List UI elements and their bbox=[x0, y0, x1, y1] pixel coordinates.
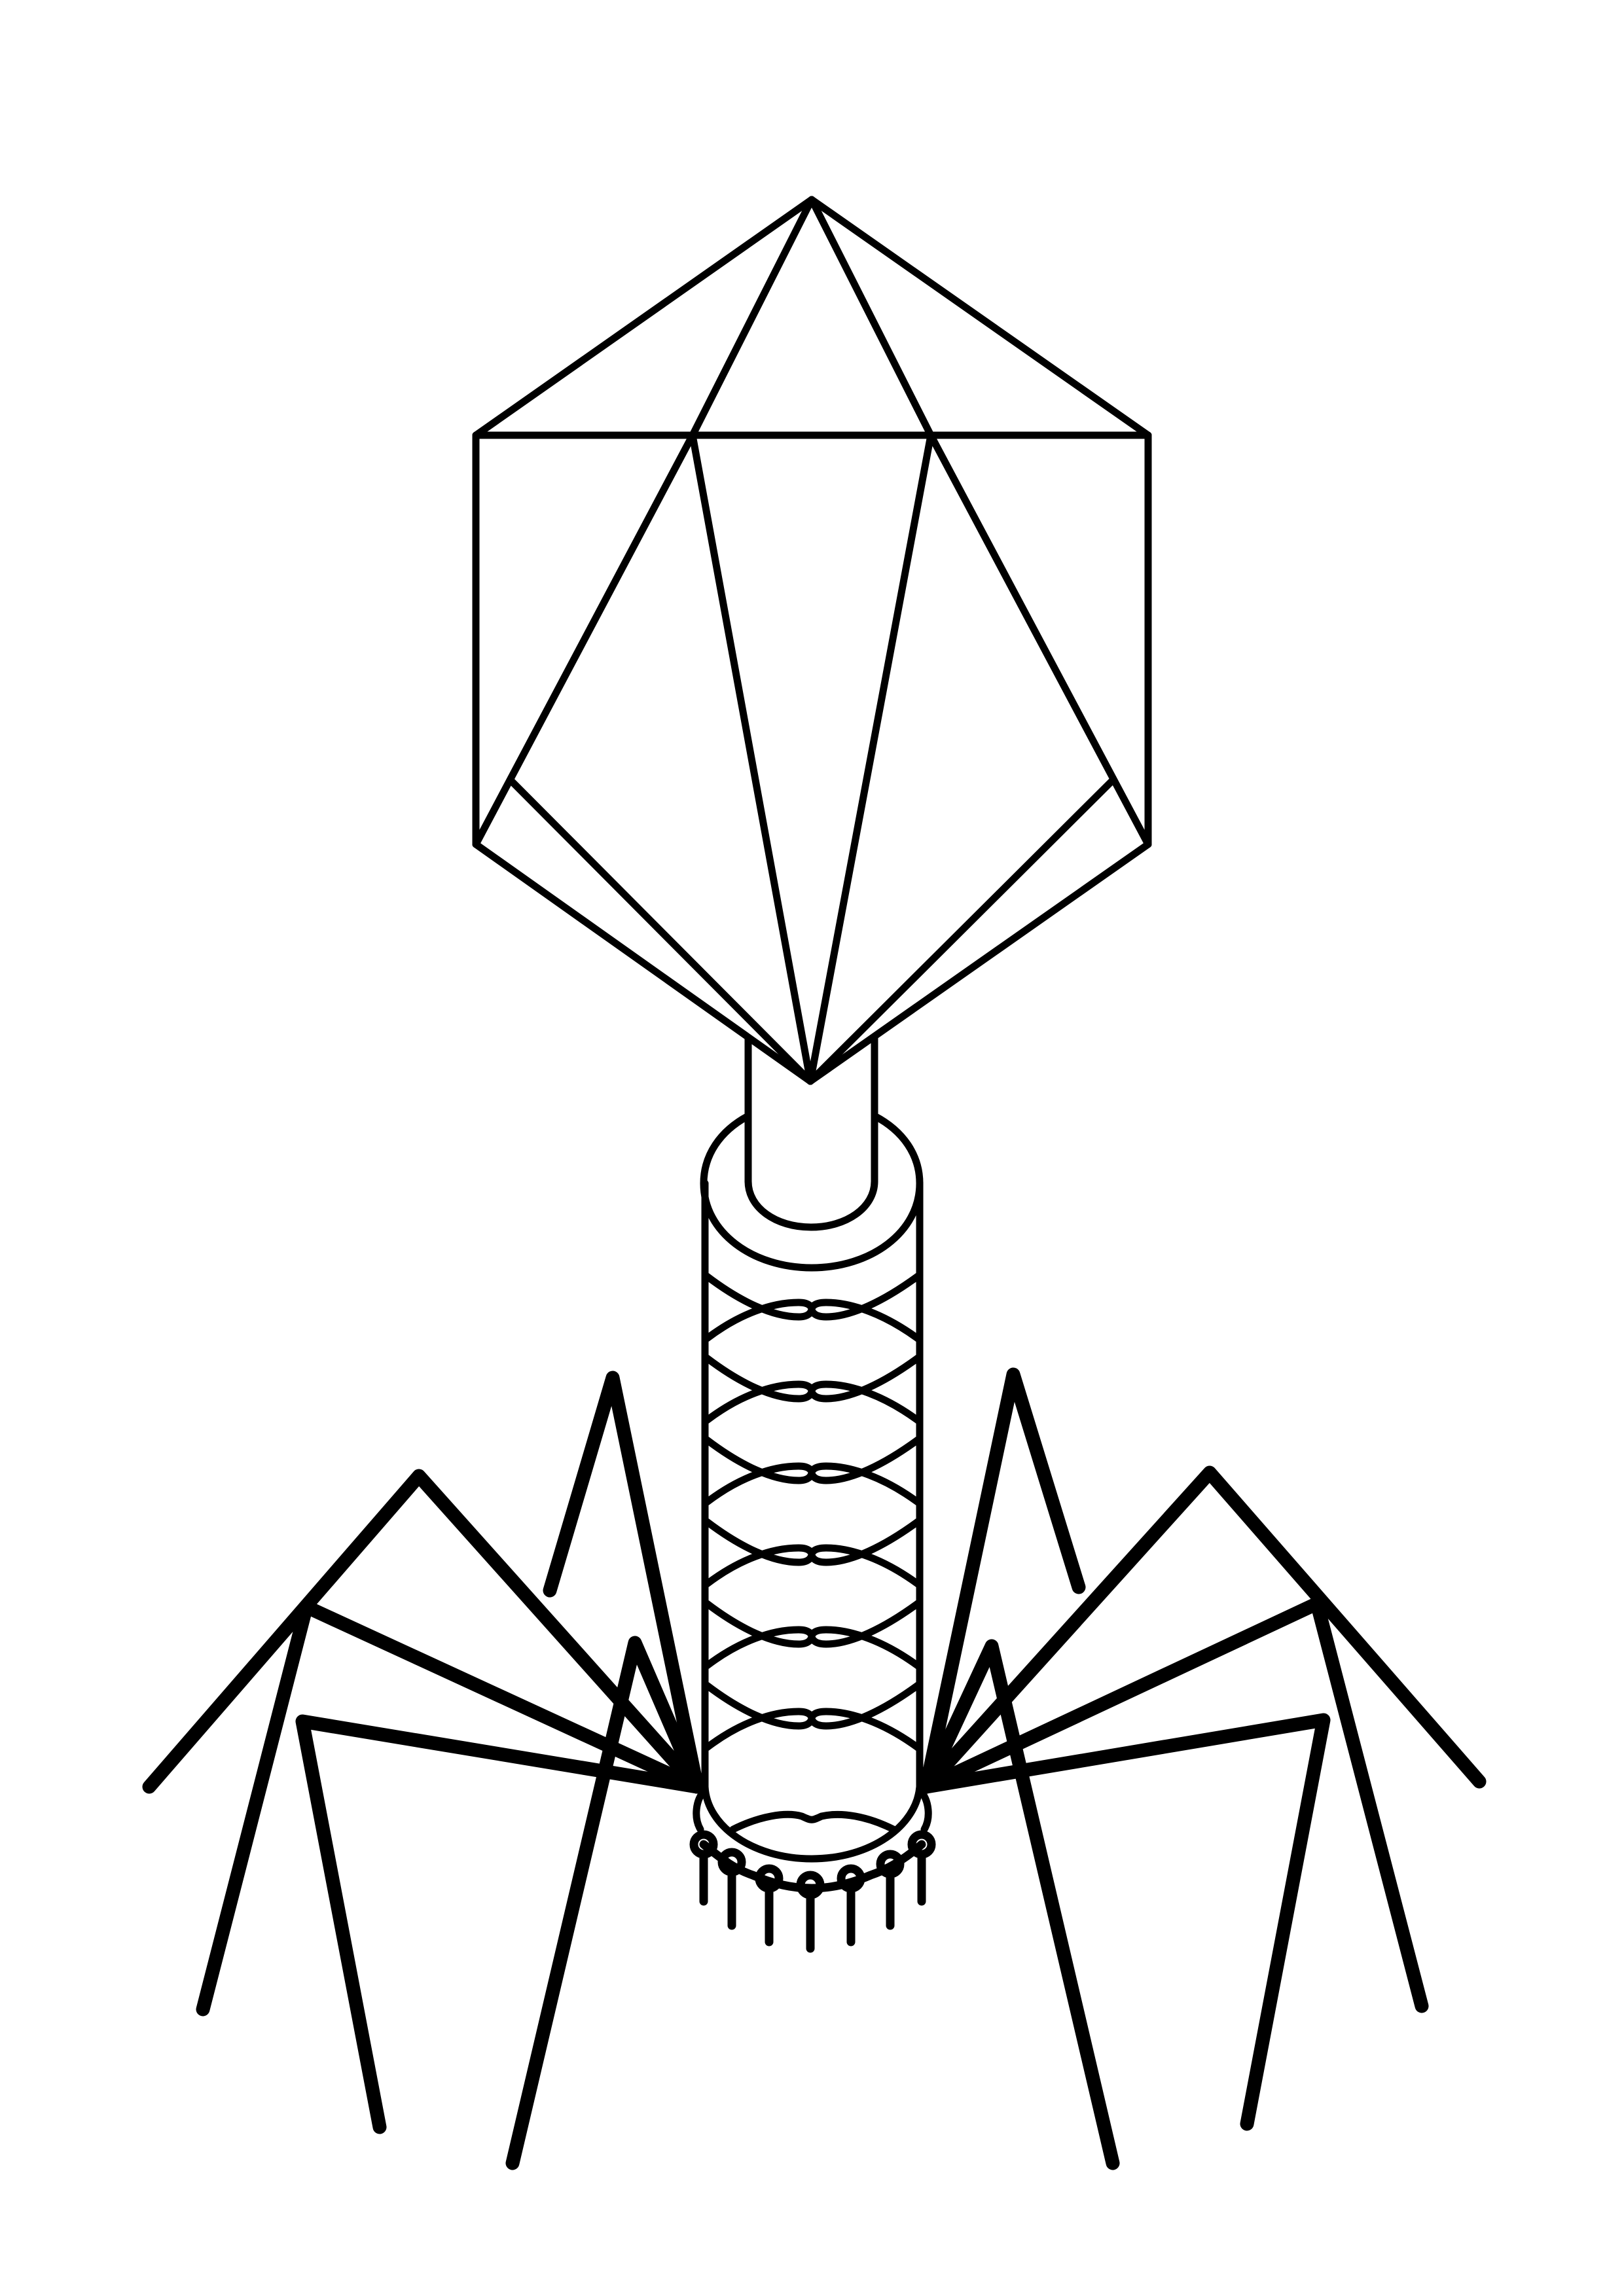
tail-sheath bbox=[701, 1179, 924, 1791]
tail-fiber-left-upper bbox=[543, 1371, 704, 1794]
neck-collar bbox=[700, 1033, 924, 1272]
tail-fibers-right bbox=[919, 1367, 1487, 2170]
capsid-facet-left bbox=[472, 196, 816, 848]
base-pin bbox=[907, 1830, 936, 1906]
base-plate-bowl bbox=[701, 1783, 924, 1863]
base-plate-pins bbox=[689, 1830, 936, 1953]
base-pin bbox=[796, 1871, 825, 1953]
base-pin bbox=[837, 1864, 865, 1946]
capsid-head bbox=[472, 196, 1152, 1085]
tail-fiber-right-upper bbox=[919, 1367, 1086, 1794]
capsid-outline bbox=[472, 196, 1152, 1085]
tail-fiber-right-wide bbox=[919, 1596, 1429, 2013]
sheath-rings bbox=[703, 1272, 922, 1751]
neck-inner-rim bbox=[744, 1177, 878, 1231]
tail-fiber-left-outer bbox=[142, 1469, 704, 1794]
capsid-facet-lower-left bbox=[507, 776, 814, 1085]
base-plate bbox=[689, 1783, 936, 1953]
tail-fiber-right-mid bbox=[919, 1713, 1331, 2131]
tail-fiber-left-inner bbox=[505, 1636, 704, 2170]
collar-outer-ring bbox=[700, 1112, 924, 1272]
sheath-ring-3 bbox=[703, 1436, 922, 1506]
base-pin bbox=[689, 1830, 718, 1906]
sheath-ring-4 bbox=[703, 1518, 922, 1588]
sheath-ring-2 bbox=[703, 1354, 922, 1424]
sheath-ring-5 bbox=[703, 1600, 922, 1670]
tail-fiber-left-mid bbox=[295, 1714, 704, 2134]
base-plate-side-left bbox=[693, 1786, 709, 1833]
capsid-facet-center-right bbox=[806, 431, 935, 1085]
tail-fiber-right-outer bbox=[919, 1465, 1487, 1794]
base-plate-inner-twist bbox=[729, 1810, 897, 1833]
base-pin bbox=[876, 1850, 905, 1930]
tail-fiber-right-inner bbox=[919, 1639, 1120, 2170]
base-pin bbox=[717, 1848, 746, 1930]
capsid-facet-center-left bbox=[689, 431, 814, 1085]
sheath-ring-1 bbox=[703, 1272, 922, 1342]
base-pin bbox=[755, 1864, 784, 1946]
capsid-facet-right bbox=[808, 196, 1152, 848]
tail-fibers-left bbox=[142, 1371, 704, 2170]
capsid-facet-lower-right bbox=[806, 776, 1117, 1085]
tail-fiber-left-wide bbox=[196, 1600, 704, 2017]
base-plate-side-right bbox=[916, 1786, 932, 1833]
sheath-ring-6 bbox=[703, 1681, 922, 1751]
